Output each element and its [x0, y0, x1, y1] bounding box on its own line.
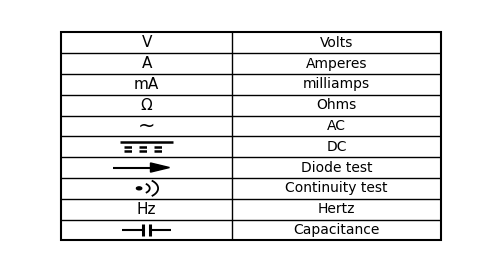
Text: Hertz: Hertz: [318, 202, 355, 216]
Text: mA: mA: [134, 77, 159, 92]
Text: Ohms: Ohms: [317, 98, 357, 112]
Text: Amperes: Amperes: [306, 57, 368, 70]
Text: Capacitance: Capacitance: [294, 223, 380, 237]
Text: V: V: [142, 35, 152, 50]
Text: Hz: Hz: [137, 202, 156, 217]
Circle shape: [136, 187, 142, 190]
Text: Continuity test: Continuity test: [285, 181, 388, 195]
Text: DC: DC: [326, 140, 347, 154]
Text: A: A: [142, 56, 152, 71]
Text: Diode test: Diode test: [301, 161, 372, 174]
Text: AC: AC: [327, 119, 346, 133]
Text: ~: ~: [138, 116, 155, 136]
Text: milliamps: milliamps: [303, 77, 370, 91]
Text: Volts: Volts: [320, 36, 353, 50]
Polygon shape: [150, 163, 170, 172]
Text: Ω: Ω: [141, 98, 152, 113]
